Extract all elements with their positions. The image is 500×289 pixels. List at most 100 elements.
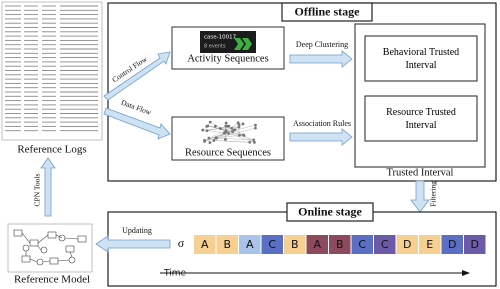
case-id: case-10017	[204, 35, 237, 41]
logs-thumb	[1, 1, 103, 141]
net-node	[225, 124, 229, 128]
trusted-box	[354, 23, 486, 168]
chevron	[234, 38, 244, 50]
sequence-box	[441, 235, 463, 254]
reference-model: Reference Model	[14, 274, 90, 286]
chevron	[242, 38, 252, 50]
net-node	[201, 128, 205, 132]
net-node	[213, 124, 217, 128]
resource-network	[201, 120, 257, 145]
sequence-letter: B	[291, 238, 299, 251]
net-edge	[228, 133, 255, 143]
net-node	[224, 138, 227, 141]
net-edge	[239, 135, 254, 141]
activity-box	[171, 26, 285, 70]
net-node	[237, 125, 241, 129]
activity-label: Activity Sequences	[187, 53, 268, 64]
net-edge	[216, 137, 254, 141]
deep-clustering: Deep Clustering	[296, 40, 348, 49]
resource-fo: Resource Trusted Interval	[386, 107, 456, 131]
sequence-box	[261, 235, 283, 254]
arrow	[410, 180, 430, 213]
sequence-box	[351, 235, 373, 254]
net-node	[254, 123, 257, 127]
behavioral-interval: Behavioral Trusted Interval	[382, 46, 460, 71]
model-thumb	[7, 223, 93, 273]
offline-title-box	[281, 2, 373, 22]
activity-thumb	[200, 31, 256, 53]
net-node	[238, 133, 241, 137]
arrow	[289, 50, 353, 68]
behavioral-fo: Behavioral Trusted Interval	[382, 46, 460, 71]
online-title: Online stage	[298, 204, 362, 218]
net-node	[241, 133, 245, 137]
net-node	[230, 126, 234, 130]
time-label: Time	[163, 268, 186, 278]
arrow	[95, 235, 171, 253]
sequence-letter: D	[403, 238, 411, 251]
net-node	[208, 141, 212, 145]
sequence-letter: D	[471, 238, 479, 251]
net-edge	[210, 121, 227, 131]
offline-title: Offline stage	[295, 4, 361, 18]
online-title-box	[286, 202, 374, 222]
offline-box	[107, 2, 497, 182]
sequence-letter: E	[426, 238, 433, 251]
net-node	[224, 129, 228, 133]
arrow	[289, 128, 353, 146]
net-node	[237, 123, 241, 126]
time-arrowhead	[462, 270, 470, 276]
sequence-letter: C	[358, 238, 366, 251]
case-events: 8 events	[204, 44, 226, 50]
net-node	[207, 136, 211, 140]
sequence-letter: A	[313, 238, 321, 251]
reference-logs: Reference Logs	[17, 144, 86, 156]
sequence-box	[374, 235, 396, 254]
net-edge	[208, 124, 240, 139]
net-node	[254, 126, 257, 130]
sequence-box	[284, 235, 306, 254]
data-flow: Data Flow	[120, 98, 153, 117]
behavioral-box	[364, 35, 478, 82]
log-lines	[5, 5, 98, 132]
arrow	[103, 51, 171, 101]
net-edge	[204, 127, 256, 142]
net-node	[253, 140, 256, 144]
sigma: σ	[178, 236, 185, 250]
sequence-box	[239, 235, 261, 254]
sequence-letter: B	[336, 238, 344, 251]
resource-label: Resource Sequences	[185, 147, 271, 158]
sequence-box	[419, 235, 441, 254]
net-node	[205, 129, 209, 133]
net-node	[208, 120, 212, 124]
net-node	[241, 122, 245, 126]
net-node	[218, 127, 222, 131]
sequence-box	[216, 235, 238, 254]
arrow	[40, 157, 56, 217]
updating: Updating	[122, 226, 152, 235]
sequence-letter: B	[223, 238, 231, 251]
trusted-label: Trusted Interval	[387, 167, 454, 178]
sequence-box	[329, 235, 351, 254]
net-node	[227, 131, 230, 135]
net-node	[214, 136, 218, 140]
model-graph	[13, 229, 87, 266]
sequence-letter: C	[268, 238, 276, 251]
sequence-letter: A	[246, 238, 254, 251]
resource-box	[171, 116, 285, 161]
net-edge	[213, 140, 250, 143]
sequence-letter: D	[448, 238, 456, 251]
filtering: Filtering	[429, 181, 438, 207]
net-node	[252, 138, 256, 142]
association-rules: Association Rules	[293, 119, 351, 128]
sequence-letter: C	[381, 238, 389, 251]
net-node	[203, 139, 207, 143]
net-node	[224, 121, 228, 125]
arrow	[103, 107, 171, 140]
net-node	[233, 128, 237, 132]
net-node	[206, 124, 210, 128]
sequence-letter: A	[201, 238, 209, 251]
net-node	[231, 130, 234, 134]
